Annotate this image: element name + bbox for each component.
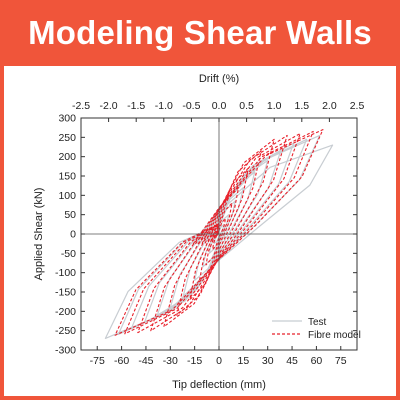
top-tick-label: -1.5 (127, 100, 145, 112)
y-tick-label: -150 (55, 287, 76, 299)
x-tick-label: -30 (163, 355, 178, 367)
y-tick-label: -200 (55, 306, 76, 318)
x-tick-label: 45 (286, 355, 298, 367)
y-tick-label: -250 (55, 325, 76, 337)
fibre-model-loop-3 (198, 187, 240, 281)
top-tick-label: 0.0 (212, 100, 227, 112)
test-loop-11 (104, 144, 334, 339)
x-tick-label: -75 (90, 355, 105, 367)
x-tick-label: -15 (187, 355, 202, 367)
x-tick-label: 0 (216, 355, 222, 367)
y-tick-label: 50 (64, 209, 76, 221)
top-tick-label: 1.0 (267, 100, 282, 112)
banner-title: Modeling Shear Walls (28, 14, 372, 51)
title-banner: Modeling Shear Walls (0, 0, 400, 66)
x-tick-label: 15 (238, 355, 250, 367)
y-tick-label: 150 (58, 171, 76, 183)
top-axis-title: Drift (%) (199, 73, 239, 85)
x-tick-label: -60 (114, 355, 129, 367)
top-tick-label: 2.5 (350, 100, 365, 112)
y-tick-label: 300 (58, 113, 76, 125)
x-tick-label: 30 (262, 355, 274, 367)
top-tick-label: 0.5 (239, 100, 254, 112)
y-axis-title: Applied Shear (kN) (33, 188, 45, 281)
fibre-model-loop-8 (137, 132, 301, 334)
x-axis-title: Tip deflection (mm) (172, 379, 266, 391)
top-tick-label: -1.0 (155, 100, 173, 112)
y-tick-label: 200 (58, 151, 76, 163)
top-tick-label: 2.0 (322, 100, 337, 112)
legend: Test Fibre model (272, 317, 361, 341)
ticks-layer: -75 -60 -45 -30 -15 0 15 30 45 60 75-300-250-200-1… (55, 100, 364, 367)
top-tick-label: -0.5 (182, 100, 200, 112)
test-loop-7 (156, 150, 282, 316)
y-tick-label: -50 (61, 248, 76, 260)
fibre-model-loop-10 (114, 129, 324, 336)
legend-label-fibre: Fibre model (308, 330, 361, 341)
legend-label-test: Test (308, 317, 327, 328)
fibre-model-loop-1 (211, 217, 227, 251)
y-tick-label: 100 (58, 190, 76, 202)
y-tick-label: -100 (55, 267, 76, 279)
fibre-model-loop-7 (150, 134, 288, 332)
y-tick-label: -300 (55, 345, 76, 357)
y-tick-label: 0 (70, 229, 76, 241)
fibre-model-loop-5 (176, 150, 262, 316)
zero-lines (81, 118, 357, 350)
test-loop-9 (130, 138, 308, 330)
series-layer (104, 129, 334, 339)
x-tick-label: 75 (335, 355, 347, 367)
x-tick-label: -45 (138, 355, 153, 367)
top-tick-label: -2.0 (100, 100, 118, 112)
y-tick-label: 250 (58, 132, 76, 144)
fibre-model-loop-6 (163, 138, 275, 328)
fibre-model-loop-2 (205, 202, 233, 266)
top-tick-label: -2.5 (72, 100, 90, 112)
top-tick-label: 1.5 (294, 100, 309, 112)
x-tick-label: 60 (311, 355, 323, 367)
